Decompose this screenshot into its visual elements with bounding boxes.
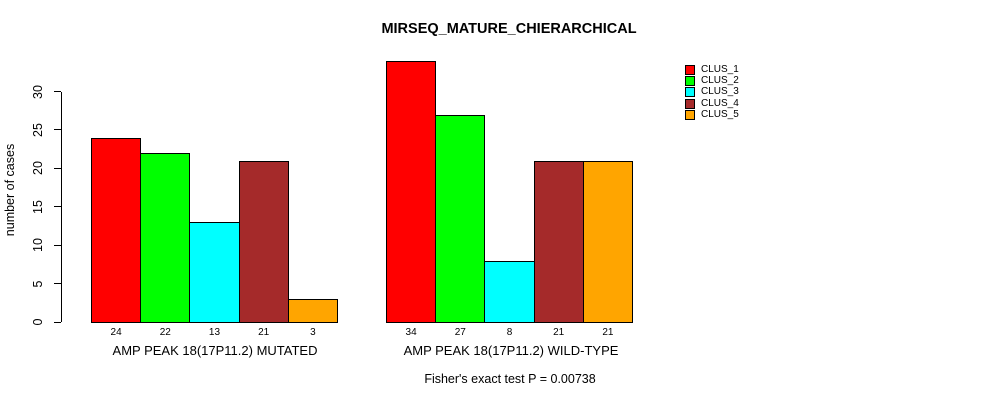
bar-value-label: 21: [602, 326, 614, 338]
fisher-test-annotation: Fisher's exact test P = 0.00738: [424, 372, 596, 386]
y-tick-label: 15: [31, 199, 45, 214]
bar: [287, 298, 338, 323]
bar-value-label: 21: [258, 326, 270, 338]
bar: [238, 160, 289, 323]
y-tick: [54, 244, 61, 246]
y-tick-label: 20: [31, 161, 45, 176]
y-tick: [54, 167, 61, 169]
y-tick-label: 0: [31, 318, 45, 326]
bar: [484, 260, 535, 323]
bar-value-label: 13: [208, 326, 221, 338]
bar-value-label: 24: [110, 326, 122, 338]
chart-title: MIRSEQ_MATURE_CHIERARCHICAL: [381, 21, 637, 37]
legend-item: CLUS_4: [685, 97, 739, 109]
y-tick: [54, 91, 61, 92]
legend-color-swatch: [685, 76, 695, 87]
y-tick-label: 25: [31, 122, 45, 137]
bar-value-label: 8: [506, 326, 513, 338]
y-tick-label: 30: [31, 84, 45, 99]
y-tick: [54, 283, 61, 285]
legend-label: CLUS_1: [701, 64, 739, 75]
legend-item: CLUS_1: [685, 65, 739, 75]
y-tick: [54, 129, 61, 131]
y-axis-line: [61, 91, 62, 322]
legend-label: CLUS_4: [701, 97, 739, 109]
x-group-label: AMP PEAK 18(17P11.2) WILD-TYPE: [403, 342, 619, 358]
bar: [386, 60, 437, 323]
bar-value-label: 22: [159, 326, 171, 338]
bar: [140, 152, 191, 323]
legend-color-swatch: [685, 109, 695, 120]
bar: [435, 114, 486, 323]
bar-value-label: 27: [454, 326, 466, 338]
bar-value-label: 21: [553, 326, 565, 338]
legend-item: CLUS_2: [685, 75, 739, 87]
y-tick: [54, 321, 61, 323]
legend-color-swatch: [685, 98, 695, 109]
legend-item: CLUS_3: [685, 86, 739, 98]
legend-label: CLUS_2: [701, 75, 739, 87]
legend-color-swatch: [685, 65, 695, 75]
legend-label: CLUS_5: [701, 108, 739, 120]
bar: [533, 160, 584, 323]
legend-item: CLUS_5: [685, 108, 739, 120]
y-tick-label: 10: [31, 238, 45, 253]
y-axis-label: number of cases: [3, 143, 17, 237]
bar: [582, 160, 633, 323]
legend: CLUS_1 CLUS_2 CLUS_3 CLUS_4 CLUS_5: [685, 65, 815, 127]
legend-label: CLUS_3: [701, 86, 739, 98]
legend-color-swatch: [685, 87, 695, 98]
y-tick-label: 5: [31, 280, 45, 288]
bar: [189, 222, 240, 323]
bar: [91, 137, 142, 323]
x-group-label: AMP PEAK 18(17P11.2) MUTATED: [112, 342, 318, 358]
bar-value-label: 34: [405, 326, 417, 338]
y-tick: [54, 206, 61, 208]
bar-value-label: 3: [310, 326, 316, 338]
